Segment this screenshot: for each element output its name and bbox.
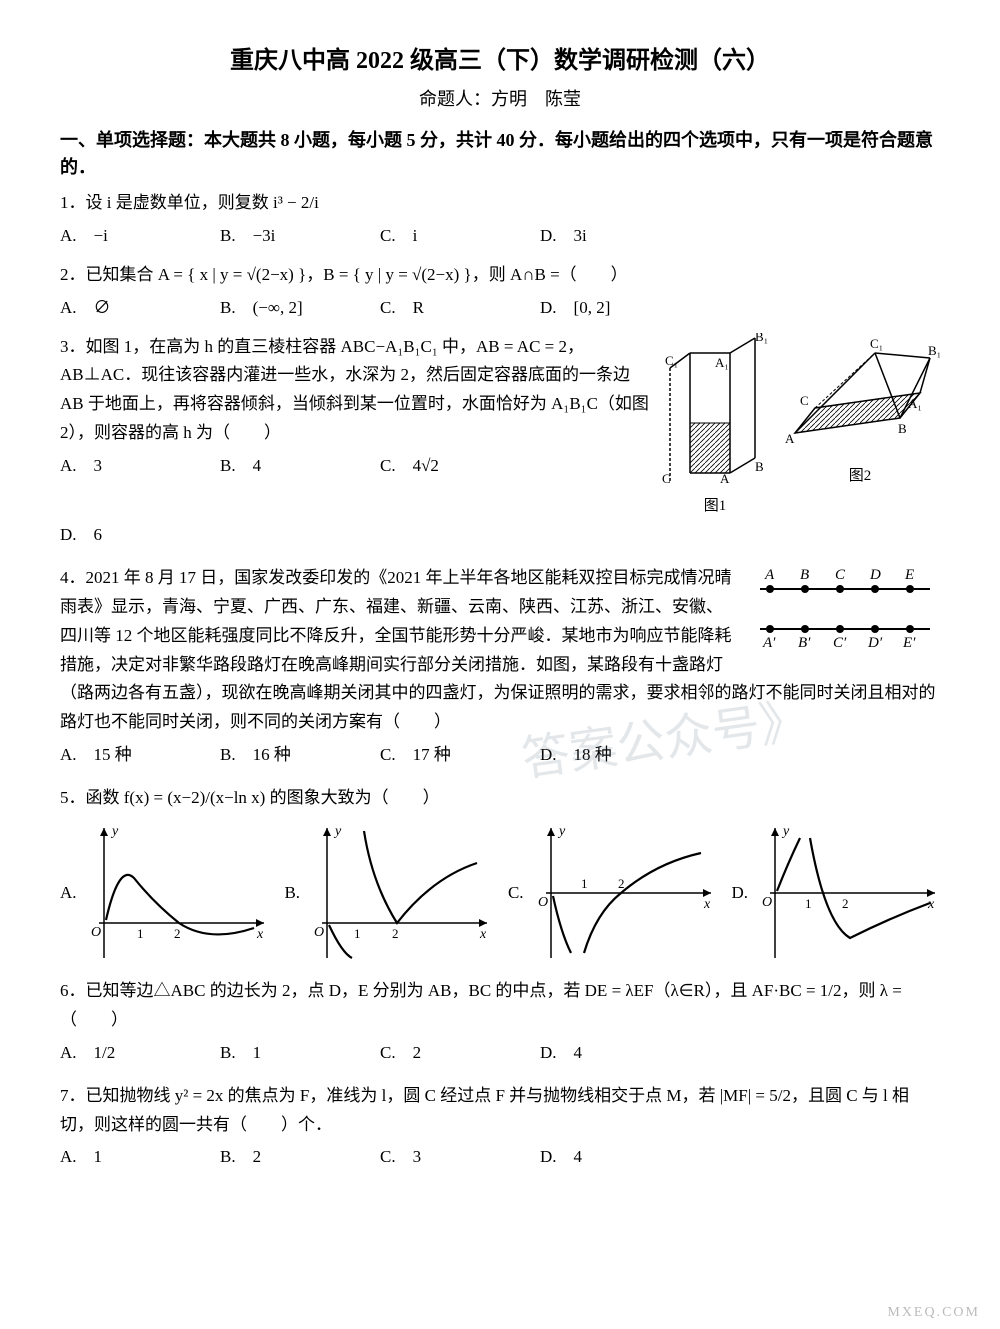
- q7-optB: B. 2: [220, 1143, 340, 1172]
- q3-figures: C₁ B₁ A₁ C A B 图1: [660, 333, 940, 520]
- svg-text:x: x: [479, 927, 487, 942]
- svg-text:2: 2: [174, 926, 181, 941]
- svg-text:B: B: [755, 459, 764, 474]
- q7-optC: C. 3: [380, 1143, 500, 1172]
- q3-optB: B. 4: [220, 452, 340, 481]
- svg-text:C: C: [800, 393, 809, 408]
- graph-D: x y O 1 2: [750, 823, 940, 963]
- question-5: 5．函数 f(x) = (x−2)/(x−ln x) 的图象大致为（ ） A. …: [60, 784, 940, 963]
- q2-text: 2．已知集合 A = { x | y = √(2−x) }，B = { y | …: [60, 261, 940, 290]
- svg-text:y: y: [557, 824, 566, 839]
- q4-optD: D. 18 种: [540, 741, 660, 770]
- svg-text:C: C: [835, 567, 846, 583]
- svg-text:O: O: [91, 925, 101, 940]
- q1-optC: C. i: [380, 222, 500, 251]
- section-header: 一、单项选择题：本大题共 8 小题，每小题 5 分，共计 40 分．每小题给出的…: [60, 127, 940, 181]
- question-4: A B C D E A′ B′ C′ D′ E′ 4．2021 年 8 月 17…: [60, 564, 940, 770]
- svg-text:B: B: [800, 567, 809, 583]
- question-2: 2．已知集合 A = { x | y = √(2−x) }，B = { y | …: [60, 261, 940, 323]
- svg-text:B: B: [898, 421, 907, 436]
- svg-text:A: A: [764, 567, 775, 583]
- question-7: 7．已知抛物线 y² = 2x 的焦点为 F，准线为 l，圆 C 经过点 F 并…: [60, 1082, 940, 1173]
- question-1: 1．设 i 是虚数单位，则复数 i³ − 2/i A. −i B. −3i C.…: [60, 189, 940, 251]
- q1-optD: D. 3i: [540, 222, 660, 251]
- svg-text:E: E: [904, 567, 914, 583]
- prism-figure-1: C₁ B₁ A₁ C A B: [660, 333, 770, 483]
- svg-text:D′: D′: [867, 635, 883, 651]
- svg-text:1: 1: [354, 926, 361, 941]
- fig1-label: 图1: [660, 494, 770, 520]
- footer-watermark: MXEQ.COM: [887, 1305, 980, 1321]
- svg-text:D: D: [869, 567, 881, 583]
- svg-text:E′: E′: [902, 635, 916, 651]
- q4-optB: B. 16 种: [220, 741, 340, 770]
- q5-optA: A.: [60, 879, 77, 908]
- svg-text:C₁: C₁: [665, 353, 678, 368]
- q5-optB: B.: [284, 879, 300, 908]
- q1-optB: B. −3i: [220, 222, 340, 251]
- q5-text: 5．函数 f(x) = (x−2)/(x−ln x) 的图象大致为（ ）: [60, 784, 940, 813]
- svg-text:x: x: [703, 897, 711, 912]
- svg-text:x: x: [256, 927, 264, 942]
- question-6: 6．已知等边△ABC 的边长为 2，点 D，E 分别为 AB，BC 的中点，若 …: [60, 977, 940, 1068]
- svg-text:2: 2: [842, 896, 849, 911]
- svg-text:A₁: A₁: [908, 396, 922, 411]
- q6-optA: A. 1/2: [60, 1039, 180, 1068]
- q6-optD: D. 4: [540, 1039, 660, 1068]
- q3-optD: D. 6: [60, 521, 180, 550]
- svg-text:A′: A′: [762, 635, 776, 651]
- svg-text:B₁: B₁: [755, 333, 768, 344]
- graph-A: x y O 1 2: [79, 823, 269, 963]
- svg-text:A₁: A₁: [715, 355, 729, 370]
- q4-lamp-figure: A B C D E A′ B′ C′ D′ E′: [750, 564, 940, 664]
- q1-optA: A. −i: [60, 222, 180, 251]
- q6-text: 6．已知等边△ABC 的边长为 2，点 D，E 分别为 AB，BC 的中点，若 …: [60, 977, 940, 1035]
- fig2-label: 图2: [780, 464, 940, 490]
- svg-text:1: 1: [137, 926, 144, 941]
- svg-text:2: 2: [392, 926, 399, 941]
- svg-text:y: y: [110, 824, 119, 839]
- svg-text:B₁: B₁: [928, 343, 940, 358]
- q4-optA: A. 15 种: [60, 741, 180, 770]
- graph-C: x y O 1 2: [526, 823, 716, 963]
- svg-text:O: O: [762, 895, 772, 910]
- svg-text:2: 2: [618, 876, 625, 891]
- prism-figure-2: C₁ B₁ A₁ C A B: [780, 333, 940, 453]
- authors: 命题人：方明 陈莹: [60, 85, 940, 111]
- svg-text:A: A: [720, 471, 730, 483]
- svg-text:1: 1: [581, 876, 588, 891]
- q7-optA: A. 1: [60, 1143, 180, 1172]
- q5-optC: C.: [508, 879, 524, 908]
- svg-text:1: 1: [805, 896, 812, 911]
- svg-text:B′: B′: [798, 635, 811, 651]
- svg-text:C₁: C₁: [870, 336, 883, 351]
- q7-optD: D. 4: [540, 1143, 660, 1172]
- q3-optA: A. 3: [60, 452, 180, 481]
- svg-text:O: O: [314, 925, 324, 940]
- question-3: C₁ B₁ A₁ C A B 图1: [60, 333, 940, 550]
- q6-optB: B. 1: [220, 1039, 340, 1068]
- svg-text:C: C: [662, 471, 671, 483]
- q2-optA: A. ∅: [60, 294, 180, 323]
- graph-B: x y O 1 2: [302, 823, 492, 963]
- q2-optC: C. R: [380, 294, 500, 323]
- q2-optB: B. (−∞, 2]: [220, 294, 340, 323]
- svg-text:y: y: [781, 824, 790, 839]
- svg-text:A: A: [785, 431, 795, 446]
- q5-optD: D.: [731, 879, 748, 908]
- q6-optC: C. 2: [380, 1039, 500, 1068]
- q2-optD: D. [0, 2]: [540, 294, 660, 323]
- q1-text: 1．设 i 是虚数单位，则复数 i³ − 2/i: [60, 189, 940, 218]
- q4-optC: C. 17 种: [380, 741, 500, 770]
- svg-text:O: O: [538, 895, 548, 910]
- svg-text:C′: C′: [833, 635, 847, 651]
- page-title: 重庆八中高 2022 级高三（下）数学调研检测（六）: [60, 40, 940, 75]
- q3-optC: C. 4√2: [380, 452, 500, 481]
- svg-text:y: y: [333, 824, 342, 839]
- q7-text: 7．已知抛物线 y² = 2x 的焦点为 F，准线为 l，圆 C 经过点 F 并…: [60, 1082, 940, 1140]
